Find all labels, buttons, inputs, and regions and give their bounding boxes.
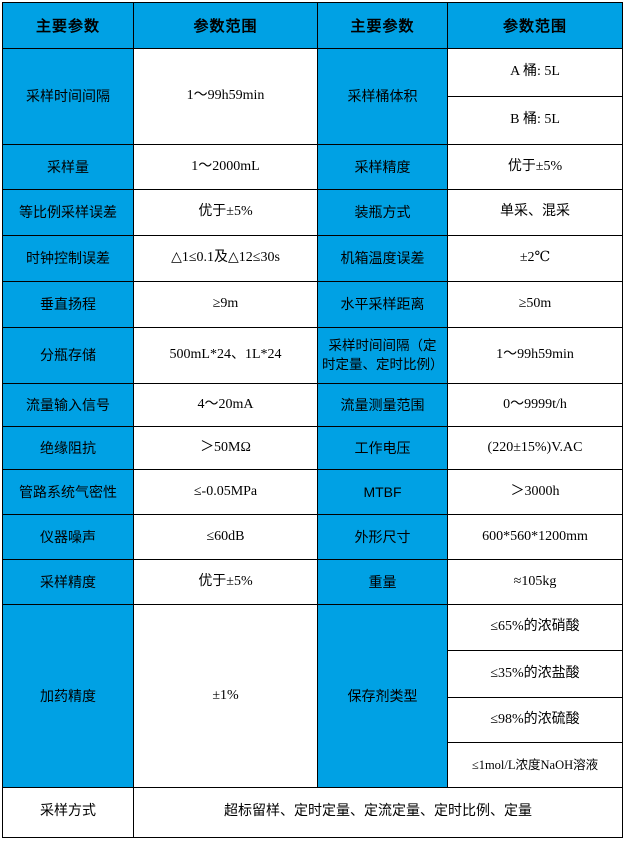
table-row: 分瓶存储 500mL*24、1L*24 采样时间间隔（定时定量、定时比例） 1～… bbox=[2, 327, 623, 384]
table-row: 仪器噪声 ≤60dB 外形尺寸 600*560*1200mm bbox=[2, 514, 623, 560]
param-name: 采样时间间隔 bbox=[2, 48, 134, 145]
table-row: B 桶: 5L bbox=[3, 96, 623, 145]
param-name: 时钟控制误差 bbox=[2, 235, 134, 282]
header-param-range-left: 参数范围 bbox=[133, 2, 318, 49]
header-main-param-left: 主要参数 bbox=[2, 2, 134, 49]
table-row: 等比例采样误差 优于±5% 装瓶方式 单采、混采 bbox=[2, 189, 623, 236]
param-value: △1≤0.1及△12≤30s bbox=[133, 235, 318, 282]
table-row: 时钟控制误差 △1≤0.1及△12≤30s 机箱温度误差 ±2℃ bbox=[2, 235, 623, 282]
param-name: 流量输入信号 bbox=[2, 383, 134, 427]
param-value-sub: ≤65%的浓硝酸 bbox=[447, 604, 623, 651]
param-name: MTBF bbox=[317, 469, 448, 515]
param-value-sub: ≤35%的浓盐酸 bbox=[447, 650, 623, 698]
param-value: ＞50MΩ bbox=[133, 426, 318, 470]
param-name: 流量测量范围 bbox=[317, 383, 448, 427]
param-name: 工作电压 bbox=[317, 426, 448, 470]
header-main-param-right: 主要参数 bbox=[317, 2, 448, 49]
param-value: 600*560*1200mm bbox=[447, 514, 623, 560]
table-row: 加药精度 ±1% 保存剂类型 ≤65%的浓硝酸 bbox=[2, 604, 623, 788]
param-name: 采样量 bbox=[2, 144, 134, 190]
param-name: 重量 bbox=[317, 559, 448, 605]
param-name: 采样桶体积 bbox=[317, 48, 448, 145]
param-name: 加药精度 bbox=[2, 604, 134, 788]
param-value: 0～9999t/h bbox=[447, 383, 623, 427]
param-value-sub: ≤98%的浓硫酸 bbox=[447, 697, 623, 743]
parameter-table: 主要参数 参数范围 主要参数 参数范围 采样时间间隔 1～99h59min 采样… bbox=[2, 2, 623, 838]
param-name: 采样时间间隔（定时定量、定时比例） bbox=[317, 327, 448, 384]
param-name: 管路系统气密性 bbox=[2, 469, 134, 515]
param-name: 采样方式 bbox=[2, 787, 134, 838]
param-name: 采样精度 bbox=[2, 559, 134, 605]
table-row: 采样时间间隔 1～99h59min 采样桶体积 A 桶: 5L bbox=[2, 48, 623, 145]
param-name: 分瓶存储 bbox=[2, 327, 134, 384]
table-row: 管路系统气密性 ≤-0.05MPa MTBF ＞3000h bbox=[2, 469, 623, 515]
param-name: 垂直扬程 bbox=[2, 281, 134, 328]
param-value: 超标留样、定时定量、定流定量、定时比例、定量 bbox=[133, 787, 623, 838]
param-value: ≈105kg bbox=[447, 559, 623, 605]
table-row: 绝缘阻抗 ＞50MΩ 工作电压 (220±15%)V.AC bbox=[2, 426, 623, 470]
param-value: 优于±5% bbox=[133, 189, 318, 236]
param-value: 单采、混采 bbox=[447, 189, 623, 236]
param-value: ≤-0.05MPa bbox=[133, 469, 318, 515]
param-value: (220±15%)V.AC bbox=[447, 426, 623, 470]
table-row: 采样精度 优于±5% 重量 ≈105kg bbox=[2, 559, 623, 605]
table-footer-row: 采样方式 超标留样、定时定量、定流定量、定时比例、定量 bbox=[2, 787, 623, 838]
param-value-sub: A 桶: 5L bbox=[447, 48, 623, 97]
param-value: ＞3000h bbox=[447, 469, 623, 515]
table-row: 垂直扬程 ≥9m 水平采样距离 ≥50m bbox=[2, 281, 623, 328]
table-row: 采样量 1～2000mL 采样精度 优于±5% bbox=[2, 144, 623, 190]
table-header-row: 主要参数 参数范围 主要参数 参数范围 bbox=[2, 2, 623, 49]
param-value: 1～99h59min bbox=[133, 48, 318, 145]
table-row: 流量输入信号 4～20mA 流量测量范围 0～9999t/h bbox=[2, 383, 623, 427]
param-value: 4～20mA bbox=[133, 383, 318, 427]
param-value: ≥9m bbox=[133, 281, 318, 328]
param-name: 采样精度 bbox=[317, 144, 448, 190]
param-value: 1～2000mL bbox=[133, 144, 318, 190]
param-name: 机箱温度误差 bbox=[317, 235, 448, 282]
param-name: 装瓶方式 bbox=[317, 189, 448, 236]
param-value: 优于±5% bbox=[133, 559, 318, 605]
param-name: 等比例采样误差 bbox=[2, 189, 134, 236]
param-value: ≤60dB bbox=[133, 514, 318, 560]
header-param-range-right: 参数范围 bbox=[447, 2, 623, 49]
table-row: ≤35%的浓盐酸 bbox=[3, 650, 623, 698]
param-value: ±1% bbox=[133, 604, 318, 788]
table-row: ≤1mol/L浓度NaOH溶液 bbox=[3, 742, 623, 788]
param-value: 500mL*24、1L*24 bbox=[133, 327, 318, 384]
param-value-sub: B 桶: 5L bbox=[447, 96, 623, 145]
param-name: 保存剂类型 bbox=[317, 604, 448, 788]
param-value-sub: ≤1mol/L浓度NaOH溶液 bbox=[447, 742, 623, 788]
param-value: 1～99h59min bbox=[447, 327, 623, 384]
param-name: 外形尺寸 bbox=[317, 514, 448, 560]
param-value: ±2℃ bbox=[447, 235, 623, 282]
param-value: ≥50m bbox=[447, 281, 623, 328]
param-value: 优于±5% bbox=[447, 144, 623, 190]
param-name: 绝缘阻抗 bbox=[2, 426, 134, 470]
param-name: 仪器噪声 bbox=[2, 514, 134, 560]
param-name: 水平采样距离 bbox=[317, 281, 448, 328]
